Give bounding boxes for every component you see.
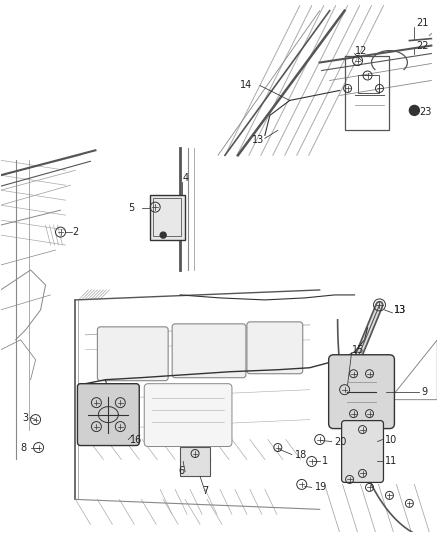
Text: 13: 13: [395, 305, 407, 315]
Text: 15: 15: [352, 345, 364, 355]
Text: 19: 19: [314, 482, 327, 492]
FancyBboxPatch shape: [342, 421, 384, 482]
Text: 1: 1: [321, 456, 328, 466]
Text: 21: 21: [417, 18, 429, 28]
FancyBboxPatch shape: [172, 324, 246, 378]
Bar: [180, 447, 210, 477]
FancyBboxPatch shape: [144, 384, 232, 447]
Text: 9: 9: [421, 386, 427, 397]
Circle shape: [160, 232, 166, 238]
FancyBboxPatch shape: [328, 355, 395, 429]
Text: 13: 13: [252, 135, 264, 146]
Text: 11: 11: [385, 456, 397, 466]
Circle shape: [410, 106, 419, 116]
Bar: [357, 76, 379, 93]
Text: 2: 2: [72, 227, 79, 237]
Text: 16: 16: [130, 434, 142, 445]
Text: 12: 12: [355, 45, 367, 55]
Text: 18: 18: [295, 449, 307, 459]
Text: 10: 10: [385, 434, 397, 445]
FancyBboxPatch shape: [247, 322, 303, 374]
Text: 20: 20: [335, 437, 347, 447]
Text: 5: 5: [128, 203, 134, 213]
Text: 3: 3: [23, 413, 29, 423]
Text: 13: 13: [395, 305, 407, 315]
FancyBboxPatch shape: [78, 384, 139, 446]
Bar: [150, 195, 185, 240]
Text: 22: 22: [417, 41, 429, 51]
Text: 7: 7: [202, 487, 208, 496]
Text: 4: 4: [182, 173, 188, 183]
Text: 23: 23: [419, 108, 432, 117]
Text: 6: 6: [178, 466, 184, 477]
Text: 14: 14: [240, 80, 252, 91]
Text: 8: 8: [21, 442, 27, 453]
FancyBboxPatch shape: [97, 327, 168, 381]
Bar: [153, 198, 181, 236]
